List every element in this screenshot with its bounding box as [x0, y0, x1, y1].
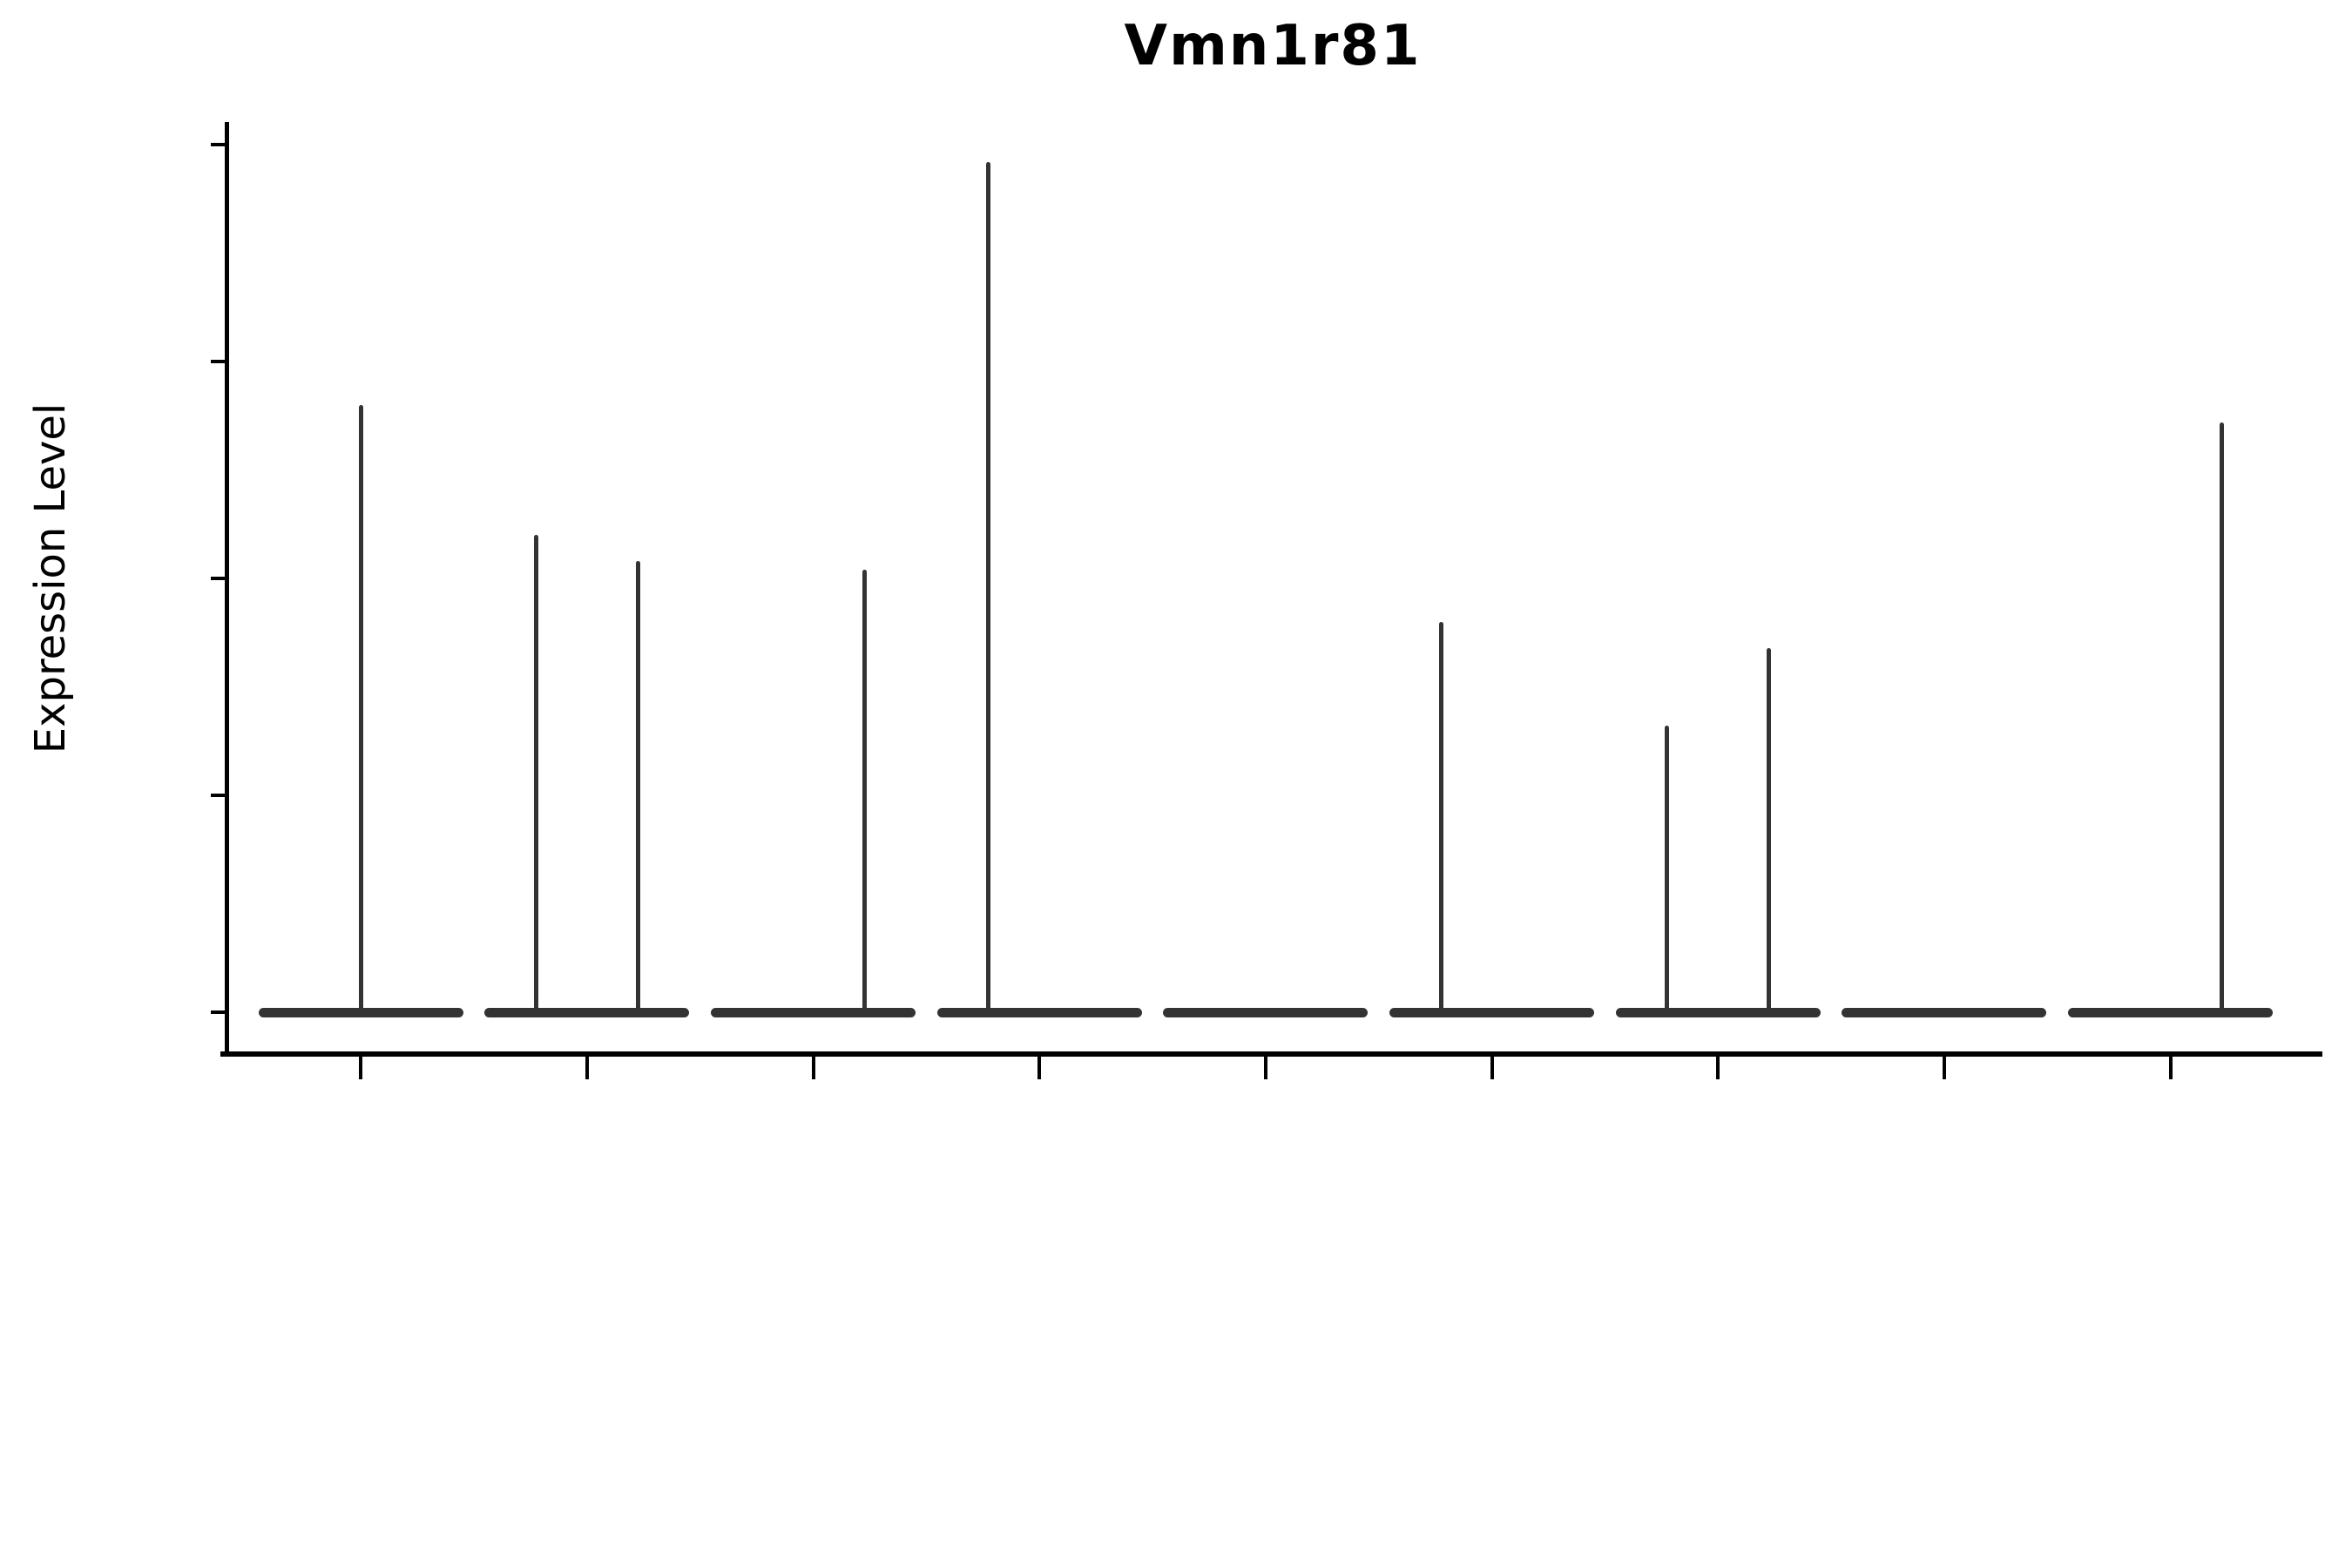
x-tick-mark: [1716, 1057, 1720, 1079]
violin-spike: [1438, 621, 1443, 1012]
y-tick-mark: [211, 143, 225, 146]
x-tick-mark: [585, 1057, 589, 1079]
violin-baseline: [2068, 1007, 2274, 1017]
violin-spike: [2219, 422, 2224, 1012]
x-tick-mark: [359, 1057, 363, 1079]
violin-baseline: [484, 1007, 690, 1017]
violin-baseline: [1615, 1007, 1821, 1017]
x-tick-mark: [811, 1057, 815, 1079]
violin-spike: [1665, 726, 1670, 1012]
x-tick-mark: [1037, 1057, 1042, 1079]
x-axis-spine: [220, 1051, 2322, 1057]
violin-spike: [1767, 647, 1772, 1012]
y-tick-mark: [211, 577, 225, 580]
violin-baseline: [1842, 1007, 2047, 1017]
y-tick-mark: [211, 1010, 225, 1014]
x-tick-mark: [1263, 1057, 1267, 1079]
violin-spike: [358, 404, 363, 1012]
violin-baseline: [1389, 1007, 1595, 1017]
violin-spike: [533, 535, 538, 1012]
violin-baseline: [711, 1007, 916, 1017]
y-tick-mark: [211, 794, 225, 797]
y-axis-label: Expression Level: [26, 402, 75, 754]
violin-spike: [862, 570, 867, 1012]
violin-spike: [635, 561, 640, 1012]
violin-baseline: [936, 1007, 1142, 1017]
violin-baseline: [1163, 1007, 1369, 1017]
chart-title: Vmn1r81: [1124, 14, 1422, 78]
x-tick-mark: [2168, 1057, 2173, 1079]
y-tick-mark: [211, 360, 225, 363]
violin-spike: [986, 161, 991, 1012]
x-tick-mark: [1490, 1057, 1494, 1079]
y-axis-spine: [225, 122, 229, 1057]
x-tick-mark: [1942, 1057, 1946, 1079]
violin-baseline: [258, 1007, 463, 1017]
